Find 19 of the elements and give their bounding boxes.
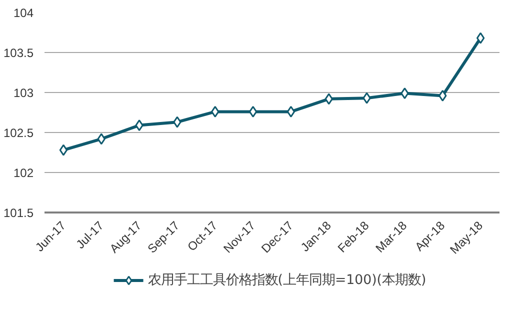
- y-tick-label: 103: [13, 86, 34, 100]
- point: [324, 93, 333, 105]
- point: [248, 106, 258, 118]
- y-tick-label: 103.5: [3, 46, 34, 60]
- point: [59, 144, 68, 156]
- point: [438, 90, 447, 102]
- point: [135, 120, 144, 132]
- point: [476, 32, 485, 44]
- point: [362, 92, 371, 104]
- y-tick-label: 101.5: [3, 206, 34, 220]
- y-tick-label: 102: [13, 166, 34, 180]
- legend-label: 农用手工工具价格指数(上年同期=100)(本期数): [148, 272, 426, 289]
- point: [286, 106, 296, 118]
- y-tick-label: 104: [13, 6, 34, 20]
- point: [400, 88, 409, 100]
- point: [211, 106, 220, 118]
- point: [173, 116, 182, 128]
- point: [97, 133, 106, 145]
- y-tick-label: 102.5: [3, 126, 34, 140]
